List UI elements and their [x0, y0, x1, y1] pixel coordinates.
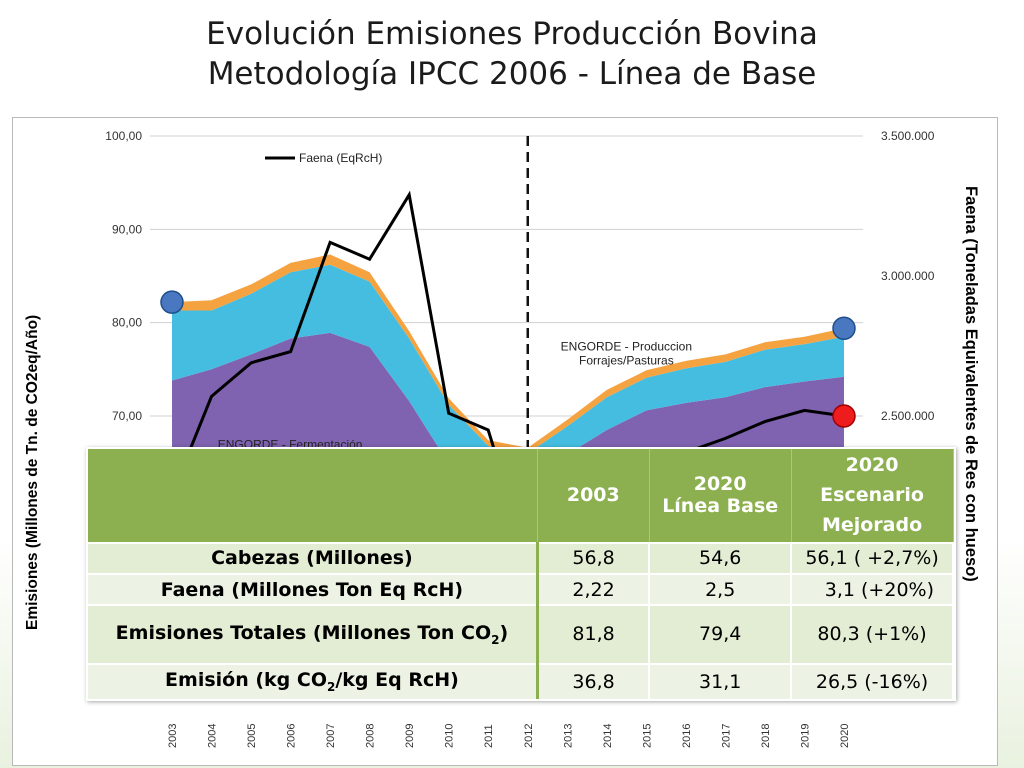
- y-axis-left-label-text: Emisiones (Millones de Tn. de CO2eq/Año): [24, 314, 41, 630]
- y-axis-right-label-text: Faena (Toneladas Equivalentes de Res con…: [962, 186, 980, 582]
- title-line-1: Evolución Emisiones Producción Bovina: [206, 16, 818, 52]
- x-tick-label: 2005: [246, 724, 258, 748]
- table-row: Emisión (kg CO2/kg Eq RcH) 36,8 31,1 26,…: [88, 662, 954, 699]
- cell-2020-improved: 3,1 (+20%): [791, 572, 954, 606]
- table-header-2020-baseline: 2020 Línea Base: [649, 449, 792, 543]
- table-header-empty: [88, 449, 538, 543]
- x-tick-label: 2020: [839, 724, 851, 748]
- x-tick-label: 2014: [602, 724, 614, 748]
- marker-2003-emissions: [160, 290, 184, 314]
- cell-2020: 31,1: [649, 662, 793, 699]
- y-left-tick-label: 70,00: [112, 409, 142, 423]
- table-header-2003: 2003: [537, 449, 650, 543]
- legend-label: Faena (EqRcH): [299, 151, 382, 165]
- title-line-2: Metodología IPCC 2006 - Línea de Base: [207, 56, 817, 92]
- cell-2020-improved: 26,5 (-16%): [791, 662, 954, 699]
- y-right-tick-label: 3.500.000: [881, 129, 935, 143]
- row-label-emision-intensidad: Emisión (kg CO2/kg Eq RcH): [88, 662, 539, 699]
- table-row: Faena (Millones Ton Eq RcH) 2,22 2,5 3,1…: [88, 572, 954, 606]
- x-tick-label: 2006: [286, 724, 298, 748]
- row-label-faena: Faena (Millones Ton Eq RcH): [88, 572, 539, 606]
- x-tick-label: 2009: [404, 724, 416, 748]
- y-left-tick-label: 100,00: [105, 129, 142, 143]
- cell-2020-improved: 80,3 (+1%): [791, 604, 954, 664]
- table-row: Cabezas (Millones) 56,8 54,6 56,1 ( +2,7…: [88, 541, 954, 574]
- area-label: Forrajes/Pasturas: [579, 354, 674, 368]
- cell-2020: 54,6: [649, 541, 793, 574]
- row-label-cabezas: Cabezas (Millones): [88, 541, 539, 574]
- cell-2020: 2,5: [649, 572, 793, 606]
- table-header-row: 2003 2020 Línea Base 2020 Escenario Mejo…: [88, 449, 954, 543]
- area-label: ENGORDE - Produccion: [561, 340, 692, 354]
- area-series-3: [172, 264, 844, 484]
- x-tick-label: 2016: [681, 724, 693, 748]
- x-tick-label: 2017: [720, 724, 732, 748]
- x-tick-label: 2013: [562, 724, 574, 748]
- table-row: Emisiones Totales (Millones Ton CO2) 81,…: [88, 604, 954, 664]
- y-left-tick-label: 90,00: [112, 222, 142, 236]
- x-tick-label: 2004: [207, 724, 219, 748]
- x-tick-label: 2011: [483, 724, 495, 748]
- x-tick-label: 2015: [641, 724, 653, 748]
- x-tick-label: 2019: [799, 724, 811, 748]
- area-series-2: [172, 332, 844, 586]
- x-tick-label: 2008: [365, 724, 377, 748]
- summary-table: 2003 2020 Línea Base 2020 Escenario Mejo…: [88, 449, 954, 699]
- x-tick-label: 2010: [444, 724, 456, 748]
- cell-2003: 56,8: [535, 541, 651, 574]
- cell-2020: 79,4: [649, 604, 793, 664]
- cell-2003: 2,22: [535, 572, 651, 606]
- cell-2020-improved: 56,1 ( +2,7%): [791, 541, 954, 574]
- table-header-2020-improved: 2020 Escenario Mejorado: [791, 449, 954, 543]
- x-tick-label: 2007: [325, 724, 337, 748]
- x-tick-label: 2012: [523, 724, 535, 748]
- cell-2003: 81,8: [535, 604, 651, 664]
- y-right-tick-label: 2.500.000: [881, 409, 935, 423]
- row-label-emisiones-totales: Emisiones Totales (Millones Ton CO2): [88, 604, 539, 664]
- y-right-tick-label: 3.000.000: [881, 269, 935, 283]
- marker-2020-emissions: [832, 316, 856, 341]
- cell-2003: 36,8: [535, 662, 651, 699]
- marker-2020-faena: [832, 404, 856, 428]
- x-tick-label: 2003: [167, 724, 179, 748]
- x-tick-label: 2018: [760, 724, 772, 748]
- slide-title: Evolución Emisiones Producción Bovina Me…: [0, 14, 1024, 94]
- summary-table-container: 2003 2020 Línea Base 2020 Escenario Mejo…: [86, 447, 956, 701]
- y-left-tick-label: 80,00: [112, 316, 142, 330]
